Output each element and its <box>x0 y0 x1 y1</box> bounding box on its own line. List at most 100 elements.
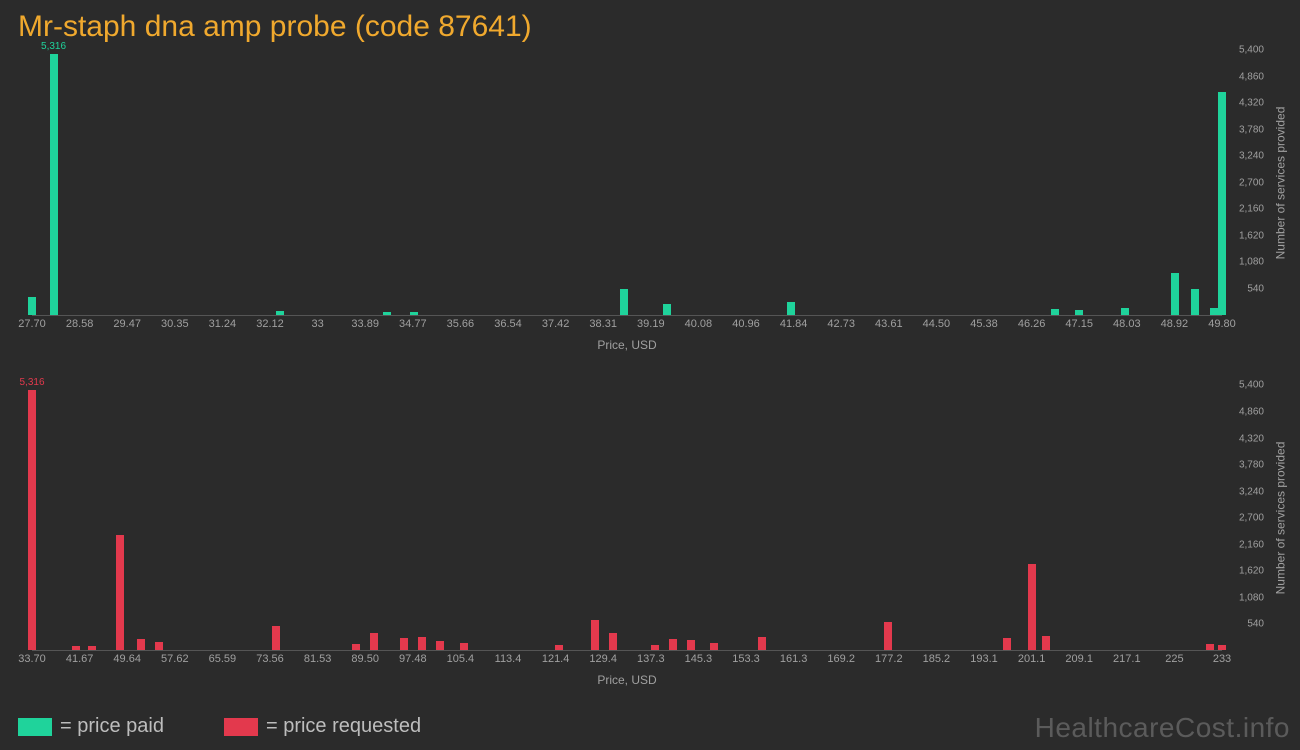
x-tick-label: 185.2 <box>923 653 951 665</box>
bar <box>1121 308 1129 314</box>
bar-value-label: 5,316 <box>19 377 44 390</box>
bar <box>276 311 284 315</box>
x-tick-label: 81.53 <box>304 653 332 665</box>
bar <box>591 620 599 650</box>
y-axis-label-requested: Number of services provided <box>1272 385 1288 651</box>
x-tick-label: 31.24 <box>209 318 237 330</box>
x-tick-label: 27.70 <box>18 318 46 330</box>
bar <box>1206 644 1214 650</box>
bar <box>787 302 795 314</box>
y-tick-label: 3,780 <box>1239 460 1264 471</box>
bar <box>352 644 360 650</box>
bar <box>758 637 766 650</box>
bar <box>155 642 163 650</box>
bar <box>555 645 563 650</box>
legend-label-paid: = price paid <box>60 715 164 738</box>
y-axis-label-paid: Number of services provided <box>1272 50 1288 316</box>
x-tick-label: 29.47 <box>113 318 141 330</box>
x-tick-label: 65.59 <box>209 653 237 665</box>
x-tick-label: 47.15 <box>1065 318 1093 330</box>
x-tick-label: 113.4 <box>495 653 522 665</box>
y-tick-label: 540 <box>1247 284 1264 295</box>
y-ticks-paid: 5401,0801,6202,1602,7003,2403,7804,3204,… <box>1224 50 1264 316</box>
y-tick-label: 5,400 <box>1239 380 1264 391</box>
y-tick-label: 4,860 <box>1239 406 1264 417</box>
x-tick-label: 201.1 <box>1018 653 1046 665</box>
x-axis-label-paid: Price, USD <box>32 338 1222 352</box>
x-tick-label: 35.66 <box>447 318 475 330</box>
bar <box>710 643 718 650</box>
x-tick-label: 37.42 <box>542 318 570 330</box>
legend-swatch-requested <box>224 718 258 736</box>
y-tick-label: 540 <box>1247 619 1264 630</box>
x-tick-label: 89.50 <box>351 653 379 665</box>
x-axis-label-requested: Price, USD <box>32 673 1222 687</box>
bar <box>651 645 659 650</box>
x-tick-label: 57.62 <box>161 653 189 665</box>
x-tick-label: 41.84 <box>780 318 808 330</box>
x-tick-label: 46.26 <box>1018 318 1046 330</box>
bar <box>1210 308 1218 315</box>
bar <box>383 312 391 315</box>
x-tick-label: 30.35 <box>161 318 189 330</box>
x-tick-label: 129.4 <box>589 653 617 665</box>
y-tick-label: 2,700 <box>1239 177 1264 188</box>
x-tick-label: 48.03 <box>1113 318 1141 330</box>
y-tick-label: 5,400 <box>1239 45 1264 56</box>
y-tick-label: 3,240 <box>1239 486 1264 497</box>
x-tick-label: 49.80 <box>1208 318 1236 330</box>
x-ticks-paid: 27.7028.5829.4730.3531.2432.123333.8934.… <box>32 318 1222 332</box>
bar <box>460 643 468 650</box>
y-tick-label: 1,620 <box>1239 230 1264 241</box>
bar <box>1028 564 1036 650</box>
x-tick-label: 225 <box>1165 653 1183 665</box>
legend-item-requested: = price requested <box>224 715 421 738</box>
x-ticks-requested: 33.7041.6749.6457.6265.5973.5681.5389.50… <box>32 653 1222 667</box>
x-tick-label: 42.73 <box>827 318 855 330</box>
y-tick-label: 1,620 <box>1239 566 1264 577</box>
bar <box>116 535 124 650</box>
legend: = price paid = price requested <box>18 715 421 738</box>
x-tick-label: 121.4 <box>542 653 570 665</box>
x-tick-label: 28.58 <box>66 318 94 330</box>
x-tick-label: 209.1 <box>1065 653 1093 665</box>
bar <box>1042 636 1050 650</box>
x-tick-label: 40.08 <box>685 318 713 330</box>
x-tick-label: 41.67 <box>66 653 94 665</box>
x-tick-label: 38.31 <box>589 318 617 330</box>
y-tick-label: 2,160 <box>1239 539 1264 550</box>
x-tick-label: 33.70 <box>18 653 46 665</box>
x-tick-label: 48.92 <box>1161 318 1189 330</box>
chart-price-requested: 5,316 540 1,080 1,620 2,160 2,700 3,240 3,780 4… <box>18 385 1282 695</box>
bar <box>400 638 408 650</box>
y-tick-label: 4,320 <box>1239 433 1264 444</box>
x-tick-label: 137.3 <box>637 653 665 665</box>
bar <box>884 622 892 650</box>
plot-area-paid: 5,316 <box>32 50 1222 316</box>
charts-container: 5,316 540 1,080 1,620 2,160 2,700 3,240 3,780 4… <box>18 50 1282 695</box>
y-tick-label: 4,320 <box>1239 98 1264 109</box>
legend-swatch-paid <box>18 718 52 736</box>
y-tick-label: 1,080 <box>1239 257 1264 268</box>
x-tick-label: 169.2 <box>827 653 855 665</box>
bar <box>370 633 378 650</box>
bar <box>436 641 444 650</box>
x-tick-label: 193.1 <box>970 653 998 665</box>
x-tick-label: 177.2 <box>875 653 903 665</box>
bar <box>418 637 426 650</box>
x-tick-label: 105.4 <box>447 653 475 665</box>
y-tick-label: 1,080 <box>1239 592 1264 603</box>
bar: 5,316 <box>28 390 36 650</box>
bar <box>620 289 628 314</box>
y-tick-label: 2,700 <box>1239 513 1264 524</box>
x-tick-label: 39.19 <box>637 318 665 330</box>
x-tick-label: 97.48 <box>399 653 427 665</box>
bar <box>28 297 36 315</box>
bar <box>88 646 96 650</box>
bar <box>663 304 671 315</box>
x-tick-label: 161.3 <box>780 653 808 665</box>
x-tick-label: 153.3 <box>732 653 760 665</box>
y-tick-label: 3,780 <box>1239 124 1264 135</box>
bar <box>1075 310 1083 314</box>
x-tick-label: 145.3 <box>685 653 713 665</box>
